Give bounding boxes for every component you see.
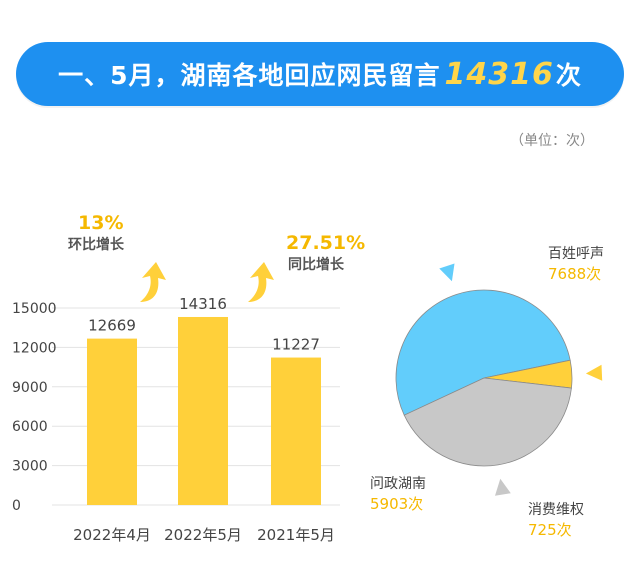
pie-pointer-icon [439, 263, 455, 282]
pie-label-wenzheng: 问政湖南 5903次 [370, 474, 426, 514]
bar [271, 357, 321, 505]
yoy-annotation: 27.51% 同比增长 [286, 232, 365, 274]
pie-value-xiaofei: 725次 [528, 521, 572, 539]
title-banner: 一、5月，湖南各地回应网民留言 14316 次 [16, 42, 624, 106]
y-tick-label: 3000 [12, 459, 48, 475]
bar-value-label: 11227 [272, 336, 320, 354]
mom-label: 环比增长 [68, 237, 124, 253]
pie-label-xiaofei: 消费维权 725次 [528, 500, 584, 540]
bar [178, 316, 228, 505]
pie-pointer-icon [585, 364, 603, 381]
bar-value-label: 12669 [88, 317, 136, 335]
y-tick-label: 6000 [12, 419, 48, 435]
pie-pointer-icon [495, 478, 511, 496]
y-tick-label: 12000 [12, 340, 57, 356]
y-tick-label: 9000 [12, 380, 48, 396]
pie-name-baixing: 百姓呼声 [548, 246, 604, 262]
pie-name-xiaofei: 消费维权 [528, 502, 584, 518]
x-tick-label: 2021年5月 [257, 526, 335, 544]
pie-name-wenzheng: 问政湖南 [370, 476, 426, 492]
yoy-value: 27.51% [286, 232, 366, 254]
mom-value: 13% [78, 212, 124, 234]
pie-value-baixing: 7688次 [548, 265, 602, 283]
pie-slice [403, 377, 572, 467]
unit-label: （单位：次） [510, 133, 594, 149]
y-tick-label: 0 [12, 498, 21, 514]
pie-label-baixing: 百姓呼声 7688次 [548, 244, 604, 284]
title-suffix: 次 [555, 61, 582, 90]
pie-value-wenzheng: 5903次 [370, 495, 424, 513]
pie-slice [395, 289, 571, 416]
bar [87, 338, 137, 505]
x-tick-label: 2022年5月 [164, 526, 242, 544]
bar-value-label: 14316 [179, 295, 227, 313]
yoy-arrow-icon [248, 262, 274, 302]
title-prefix: 一、5月，湖南各地回应网民留言 [58, 61, 441, 90]
mom-annotation: 13% 环比增长 [68, 212, 124, 254]
title-number: 14316 [444, 56, 554, 92]
yoy-label: 同比增长 [288, 257, 344, 273]
mom-arrow-icon [140, 262, 166, 302]
y-tick-label: 15000 [12, 301, 57, 317]
x-tick-label: 2022年4月 [73, 526, 151, 544]
